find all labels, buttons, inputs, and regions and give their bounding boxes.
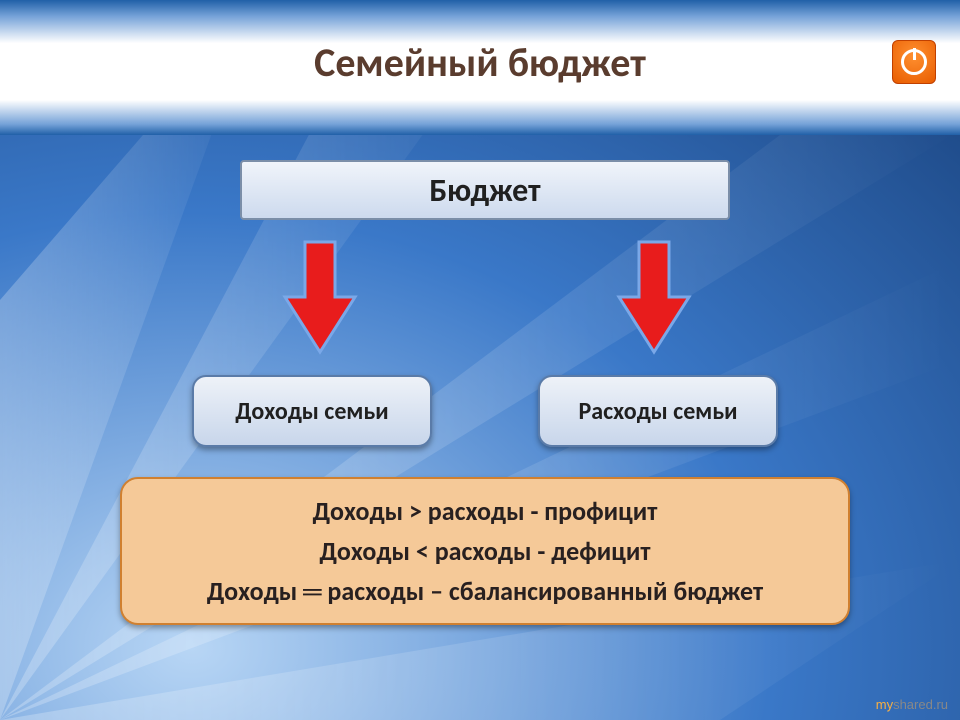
arrow-right — [614, 237, 694, 357]
child-node-income: Доходы семьи — [192, 375, 432, 447]
summary-line: Доходы > расходы - профицит — [313, 491, 658, 531]
watermark: myshared.ru — [876, 697, 948, 712]
power-button[interactable] — [892, 40, 936, 84]
child-label: Доходы семьи — [235, 397, 388, 426]
summary-line: Доходы < расходы - дефицит — [320, 531, 651, 571]
child-label: Расходы семьи — [579, 397, 738, 426]
watermark-shared: shared.ru — [893, 697, 948, 712]
page-title: Семейный бюджет — [0, 38, 960, 87]
root-node: Бюджет — [240, 160, 730, 220]
root-label: Бюджет — [429, 171, 540, 210]
summary-line: Доходы ═ расходы – сбалансированный бюдж… — [207, 571, 763, 611]
child-node-expense: Расходы семьи — [538, 375, 778, 447]
arrow-left — [280, 237, 360, 357]
arrow-icon — [619, 242, 689, 352]
power-icon — [901, 49, 927, 75]
watermark-my: my — [876, 697, 893, 712]
summary-box: Доходы > расходы - профицит Доходы < рас… — [120, 477, 850, 625]
arrow-icon — [285, 242, 355, 352]
diagram-area: Бюджет Доходы семьи Расходы семьи Доходы… — [0, 135, 960, 720]
